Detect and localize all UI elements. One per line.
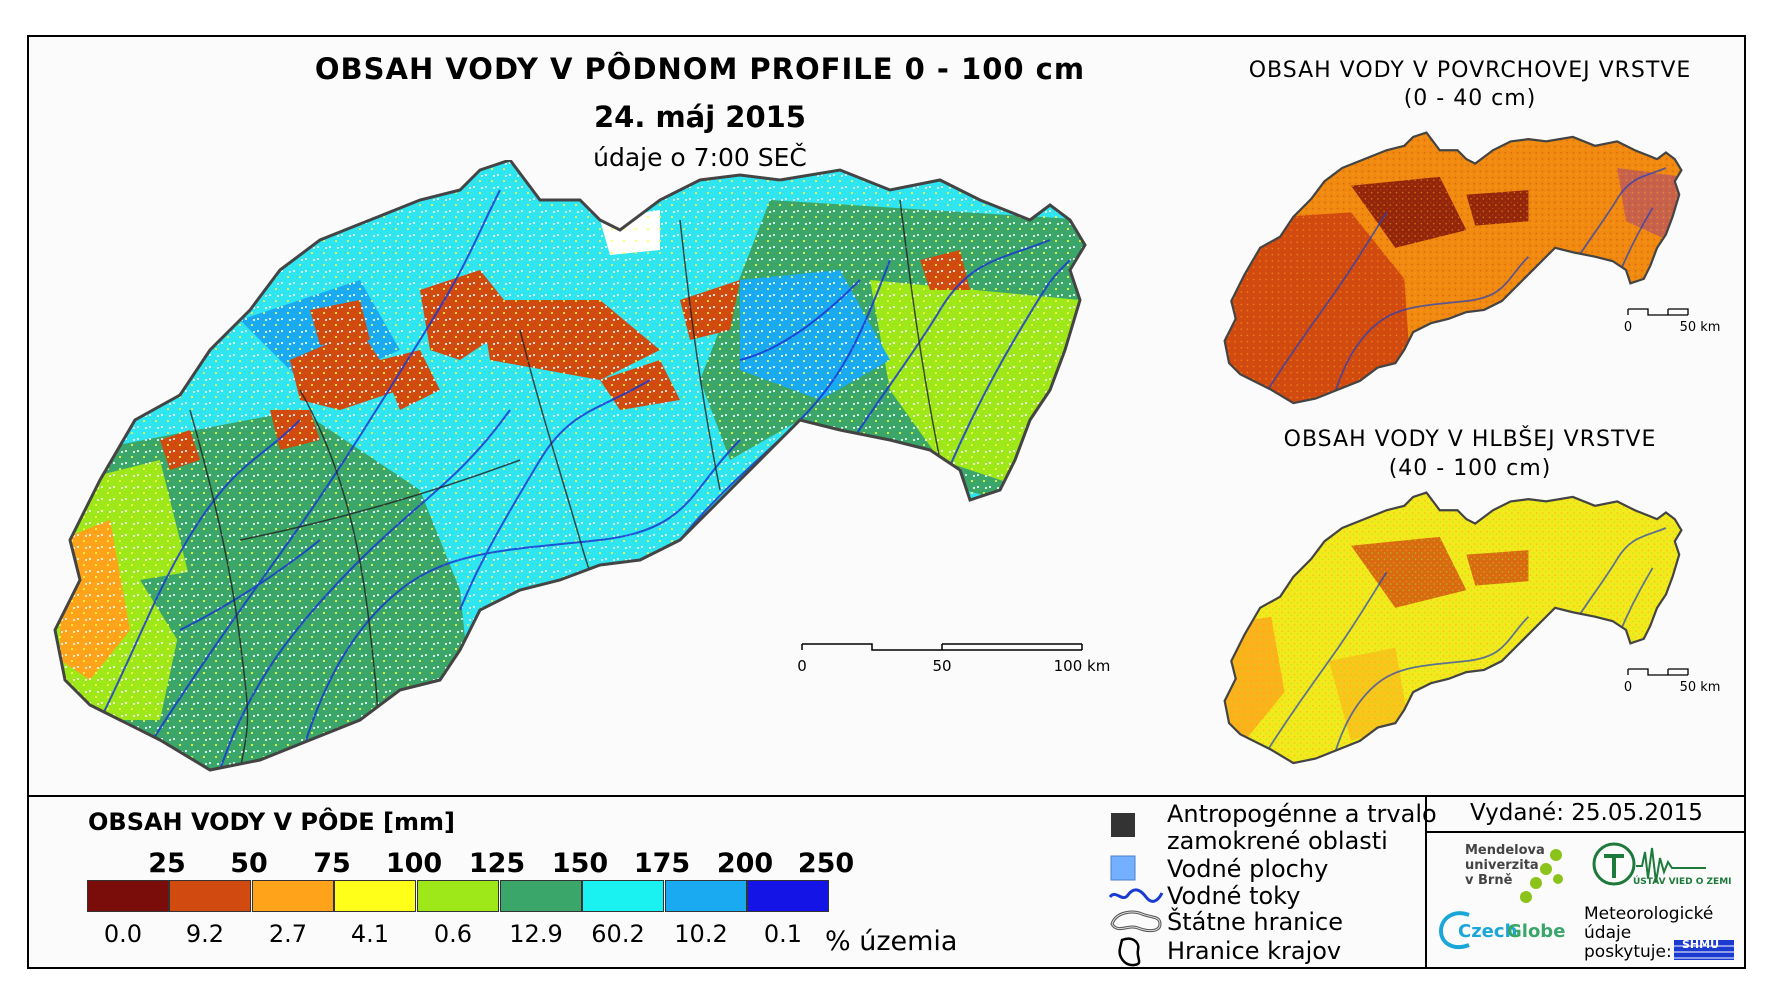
stream-icon [1108,888,1164,903]
surface-scale-50: 50 km [1680,320,1721,335]
czechglobe-logo-icon [1438,911,1470,950]
main-scale-100: 100 km [1054,657,1110,675]
issued-separator [1425,797,1427,969]
main-scale-0: 0 [797,657,807,675]
percent-unit: % územia [825,926,958,957]
percent-value: 60.2 [591,920,645,948]
mendel-logo-line3: v Brně [1465,873,1513,888]
deep-scale-50: 50 km [1680,680,1721,695]
water-bodies-label: Vodné plochy [1167,855,1329,883]
legend-swatch [334,880,416,912]
legend-swatch [665,880,747,912]
main-map-title: OBSAH VODY V PÔDNOM PROFILE 0 - 100 cm [314,52,1086,86]
region-border-icon [1118,937,1141,967]
main-map-date: 24. máj 2015 [593,100,806,134]
legend-swatch [747,880,829,912]
state-border-label: Štátne hranice [1167,908,1343,936]
anthropogenic-label-1: Antropogénne a trvalo [1167,800,1437,828]
percent-value: 0.1 [763,920,803,948]
legend-separator [27,795,1746,797]
mendel-logo-line2: univerzita [1465,858,1539,873]
shmu-logo-text: SHMÚ [1682,938,1720,951]
surface-map-subtitle: (0 - 40 cm) [1403,86,1537,111]
surface-scale-0: 0 [1624,320,1632,335]
threshold-label: 100 [385,848,443,879]
legend-title: OBSAH VODY V PÔDE [mm] [88,808,456,836]
anthropogenic-area-icon [1111,813,1135,837]
mendel-dots-logo [1520,849,1563,903]
ustav-logo-icon [1592,842,1706,886]
deep-scale-bar: 0 50 km [1624,668,1721,695]
threshold-label: 150 [551,848,609,879]
threshold-label: 25 [148,848,186,879]
percent-value: 9.2 [185,920,225,948]
percent-value: 0.0 [103,920,143,948]
legend-swatch [582,880,664,912]
percent-value: 0.6 [433,920,473,948]
shmu-logo-icon [1674,940,1734,960]
main-map-subtitle: údaje o 7:00 SEČ [593,143,807,172]
legend-swatch [87,880,169,912]
legend-swatch [500,880,582,912]
threshold-label: 75 [313,848,351,879]
main-scale-bar: 0 50 100 km [797,643,1110,675]
threshold-label: 175 [633,848,691,879]
anthropogenic-label-2: zamokrené oblasti [1167,827,1388,855]
meteo-provider-line3: poskytuje: [1584,942,1672,962]
surface-map-title: OBSAH VODY V POVRCHOVEJ VRSTVE [1248,58,1692,83]
legend-swatch [252,880,334,912]
threshold-label: 125 [468,848,526,879]
percent-value: 4.1 [350,920,390,948]
deep-map-title: OBSAH VODY V HLBŠEJ VRSTVE [1283,427,1657,452]
percent-value: 12.9 [509,920,563,948]
state-border-icon [1110,910,1162,933]
main-scale-50: 50 [932,657,951,675]
surface-layer-map [1223,131,1683,405]
main-soil-water-map [53,160,1087,772]
threshold-label: 250 [797,848,855,879]
surface-scale-bar: 0 50 km [1624,308,1721,335]
issued-underline [1427,831,1746,833]
deep-layer-map [1223,491,1683,765]
streams-label: Vodné toky [1167,882,1301,910]
percent-value: 2.7 [268,920,308,948]
meteo-provider-line1: Meteorologické [1584,904,1714,924]
czechglobe-logo-czech: Czech [1458,921,1518,942]
percent-value: 10.2 [674,920,728,948]
legend-swatch [417,880,499,912]
deep-map-subtitle: (40 - 100 cm) [1388,456,1552,481]
mendel-logo-line1: Mendelova [1465,843,1545,858]
threshold-label: 50 [230,848,268,879]
issued-date: Vydané: 25.05.2015 [1470,800,1703,826]
ustav-logo-text: ÚSTAV VIED O ZEMI [1633,877,1732,887]
deep-scale-0: 0 [1624,680,1632,695]
threshold-label: 200 [716,848,774,879]
water-body-icon [1110,855,1136,881]
legend-swatch [169,880,251,912]
meteo-provider-line2: údaje [1584,923,1632,943]
region-border-label: Hranice krajov [1167,937,1342,965]
czechglobe-logo-globe: Globe [1507,921,1566,942]
